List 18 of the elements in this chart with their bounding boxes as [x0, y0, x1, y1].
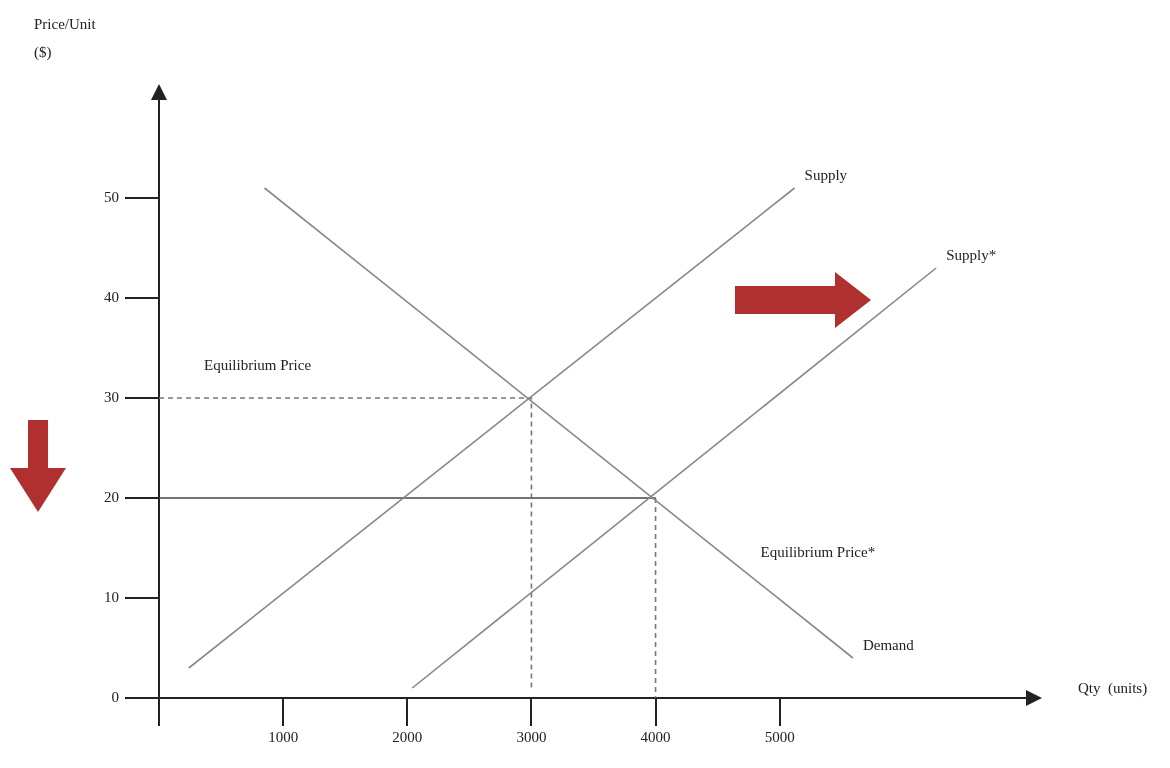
x-tick-label: 2000 — [392, 728, 423, 745]
x-tick-label: 5000 — [764, 728, 795, 745]
y-tick-label: 20 — [104, 488, 119, 505]
y-tick-label: 0 — [111, 688, 119, 705]
x-tick-label: 1000 — [268, 728, 299, 745]
series-label: Demand — [862, 636, 915, 653]
y-tick-label: 40 — [104, 288, 119, 305]
y-tick-label: 50 — [104, 188, 119, 205]
x-tick-label: 3000 — [516, 728, 547, 745]
y-tick-label: 30 — [104, 388, 119, 405]
x-tick-label: 4000 — [640, 728, 671, 745]
annotation: Equilibrium Price — [204, 356, 312, 373]
x-axis-title: Qty (units) — [1078, 680, 1148, 697]
series-label: Supply — [804, 166, 848, 183]
annotation: Equilibrium Price* — [760, 543, 876, 560]
series-label: Supply* — [946, 246, 997, 263]
y-tick-label: 10 — [104, 588, 119, 605]
y-axis-title: Price/Unit ($) — [34, 15, 97, 62]
